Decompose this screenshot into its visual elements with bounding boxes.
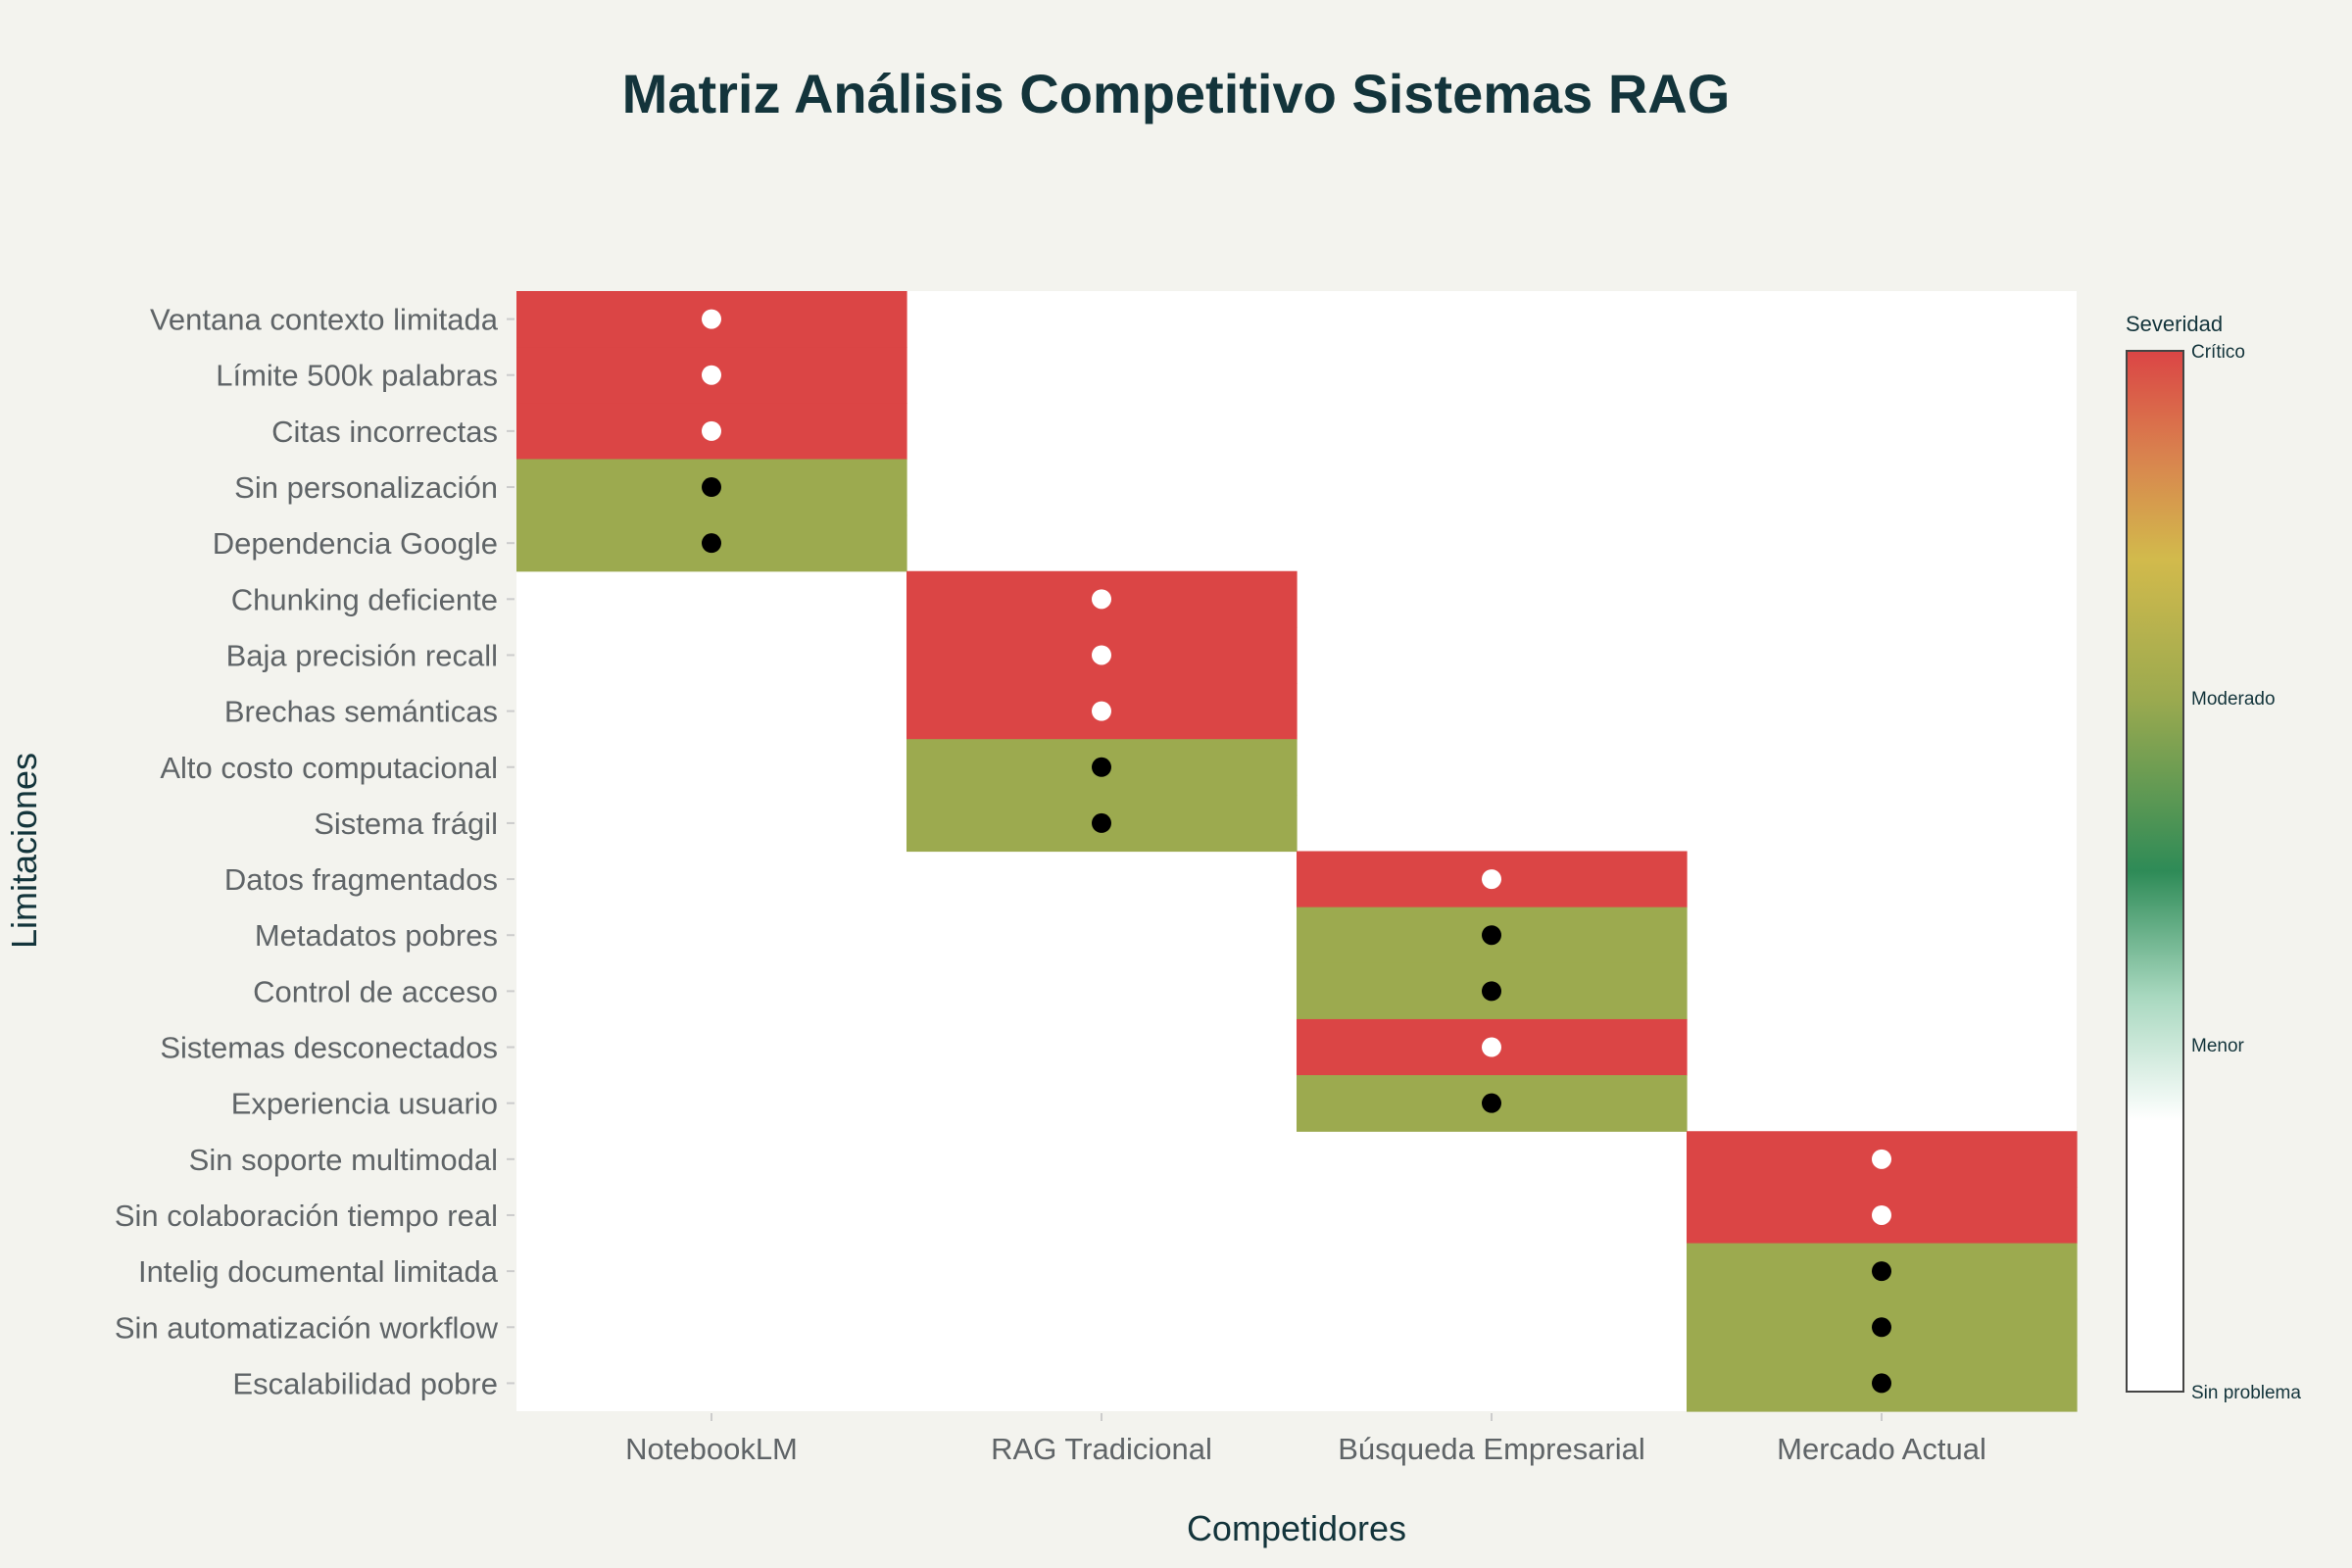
- chart-title: Matriz Análisis Competitivo Sistemas RAG: [622, 63, 1731, 124]
- heatmap-cells: [516, 291, 2078, 1412]
- y-tick-label: Datos fragmentados: [224, 862, 498, 897]
- severity-marker: [1482, 1093, 1501, 1113]
- y-tick-label: Baja precisión recall: [226, 638, 498, 672]
- colorbar-title: Severidad: [2126, 312, 2223, 336]
- colorbar-tick-label: Menor: [2191, 1036, 2245, 1056]
- colorbar-gradient: [2126, 350, 2184, 1393]
- y-tick-label: Citas incorrectas: [271, 415, 498, 449]
- x-tick-label: Mercado Actual: [1777, 1432, 1986, 1466]
- severity-marker: [1872, 1204, 1891, 1225]
- colorbar-tick-label: Sin problema: [2191, 1383, 2301, 1403]
- severity-marker: [1872, 1149, 1891, 1169]
- y-tick-label: Sin personalización: [234, 470, 498, 505]
- severity-marker: [1092, 645, 1111, 665]
- y-tick-label: Chunking deficiente: [231, 582, 498, 616]
- y-tick-label: Escalabilidad pobre: [232, 1366, 498, 1400]
- severity-markers: [702, 309, 1891, 1394]
- severity-marker: [702, 477, 721, 498]
- y-tick-label: Ventana contexto limitada: [150, 303, 499, 337]
- severity-marker: [1872, 1261, 1891, 1282]
- colorbar-tick-label: Crítico: [2191, 342, 2245, 363]
- severity-marker: [1482, 981, 1501, 1002]
- severity-marker: [1092, 757, 1111, 777]
- y-tick-label: Sin soporte multimodal: [189, 1143, 498, 1177]
- y-tick-label: Límite 500k palabras: [216, 359, 498, 393]
- severity-marker: [1482, 869, 1501, 890]
- y-tick-label: Dependencia Google: [213, 526, 498, 561]
- severity-marker: [702, 365, 721, 385]
- y-tick-label: Alto costo computacional: [160, 751, 498, 785]
- severity-marker: [1092, 589, 1111, 610]
- y-tick-label: Sistema frágil: [314, 807, 498, 841]
- y-tick-label: Brechas semánticas: [224, 695, 498, 729]
- x-tick-label: NotebookLM: [625, 1432, 798, 1466]
- severity-marker: [702, 420, 721, 441]
- x-tick-label: RAG Tradicional: [991, 1432, 1212, 1466]
- severity-marker: [1482, 925, 1501, 946]
- colorbar-ticks: Sin problema Menor Moderado Crítico: [2191, 342, 2301, 1403]
- y-tick-label: Metadatos pobres: [255, 918, 498, 953]
- severity-marker: [1482, 1037, 1501, 1057]
- y-axis-ticks: Ventana contexto limitada Límite 500k pal…: [115, 303, 514, 1400]
- y-tick-label: Intelig documental limitada: [138, 1254, 499, 1289]
- y-tick-label: Sin colaboración tiempo real: [115, 1199, 498, 1233]
- severity-marker: [702, 533, 721, 554]
- severity-marker: [1872, 1373, 1891, 1394]
- x-axis-title: Competidores: [1187, 1508, 1406, 1548]
- x-tick-label: Búsqueda Empresarial: [1338, 1432, 1645, 1466]
- y-axis-title: Limitaciones: [4, 753, 44, 949]
- x-axis-ticks: NotebookLM RAG Tradicional Búsqueda Empres…: [625, 1413, 1986, 1466]
- severity-marker: [1092, 812, 1111, 833]
- y-tick-label: Sistemas desconectados: [160, 1031, 498, 1065]
- severity-marker: [1092, 701, 1111, 721]
- severity-marker: [1872, 1317, 1891, 1338]
- colorbar-tick-label: Moderado: [2191, 689, 2276, 710]
- y-tick-label: Experiencia usuario: [231, 1087, 498, 1121]
- severity-marker: [702, 309, 721, 329]
- y-tick-label: Control de acceso: [253, 974, 498, 1008]
- y-tick-label: Sin automatización workflow: [115, 1310, 499, 1345]
- colorbar: Severidad Sin problema Menor Moderado Críti…: [2126, 312, 2301, 1403]
